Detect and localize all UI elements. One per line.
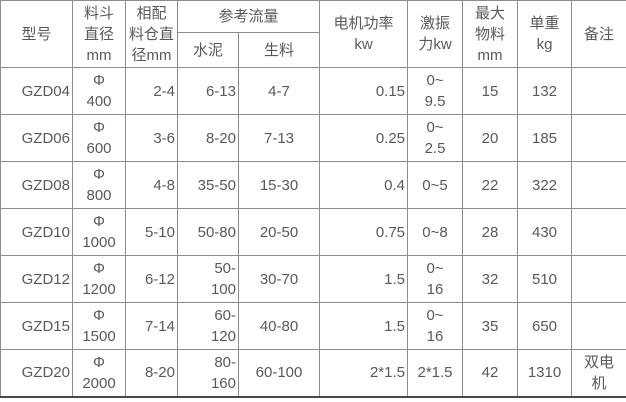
cell-excitation-force: 0~ 16 (407, 302, 464, 350)
header-reference-flow: 参考流量 (176, 0, 321, 33)
cell-model: GZD04 (0, 67, 73, 115)
cell-unit-weight: 322 (517, 161, 573, 209)
cell-unit-weight: 430 (517, 208, 573, 256)
cell-model: GZD20 (0, 349, 73, 397)
table-row: GZD08 Φ 800 4-8 35-50 15-30 0.4 0~5 22 3… (0, 161, 626, 209)
cell-flow-cement: 60- 120 (177, 302, 239, 350)
cell-motor-power: 1.5 (319, 255, 409, 303)
table-row: GZD20 Φ 2000 8-20 80- 160 60-100 2*1.5 2… (0, 349, 626, 397)
cell-silo-diameter: 2-4 (125, 67, 178, 115)
header-row-1: 型号 料斗 直径 mm 相配 料仓直 径mm 参考流量 电机功率 kw 激振 力… (0, 0, 626, 68)
cell-hopper-diameter: Φ 600 (72, 114, 126, 162)
header-hopper-diameter: 料斗 直径 mm (72, 0, 126, 68)
cell-flow-raw: 4-7 (237, 67, 321, 115)
cell-hopper-diameter: Φ 800 (72, 161, 126, 209)
cell-model: GZD10 (0, 208, 73, 256)
cell-excitation-force: 0~5 (407, 161, 464, 209)
cell-excitation-force: 0~8 (407, 208, 464, 256)
cell-motor-power: 0.25 (319, 114, 409, 162)
cell-excitation-force: 2*1.5 (407, 349, 464, 397)
cell-model: GZD12 (0, 255, 73, 303)
cell-max-material: 32 (462, 255, 519, 303)
header-cement: 水泥 (177, 32, 239, 68)
cell-model: GZD08 (0, 161, 73, 209)
cell-motor-power: 0.75 (319, 208, 409, 256)
header-raw-material: 生料 (237, 32, 321, 68)
cell-flow-cement: 50- 100 (177, 255, 239, 303)
cell-silo-diameter: 6-12 (125, 255, 178, 303)
cell-flow-raw: 30-70 (237, 255, 321, 303)
cell-hopper-diameter: Φ 400 (72, 67, 126, 115)
table-row: GZD10 Φ 1000 5-10 50-80 20-50 0.75 0~8 2… (0, 208, 626, 256)
cell-flow-raw: 40-80 (237, 302, 321, 350)
cell-remark (571, 302, 626, 350)
cell-max-material: 15 (462, 67, 519, 115)
cell-unit-weight: 650 (517, 302, 573, 350)
cell-max-material: 22 (462, 161, 519, 209)
header-row-2: 水泥 生料 (1, 32, 626, 68)
cell-flow-raw: 60-100 (237, 349, 321, 397)
cell-hopper-diameter: Φ 1000 (72, 208, 126, 256)
table-row: GZD04 Φ 400 2-4 6-13 4-7 0.15 0~ 9.5 15 … (0, 67, 626, 115)
cell-model: GZD15 (0, 302, 73, 350)
cell-motor-power: 2*1.5 (319, 349, 409, 397)
cell-max-material: 20 (462, 114, 519, 162)
cell-remark (571, 255, 626, 303)
cell-max-material: 42 (462, 349, 519, 397)
cell-remark (571, 161, 626, 209)
cell-remark (571, 67, 626, 115)
cell-silo-diameter: 3-6 (125, 114, 178, 162)
table-row: GZD15 Φ 1500 7-14 60- 120 40-80 1.5 0~ 1… (0, 302, 626, 350)
cell-unit-weight: 185 (517, 114, 573, 162)
cell-remark (571, 114, 626, 162)
cell-max-material: 35 (462, 302, 519, 350)
cell-flow-cement: 35-50 (177, 161, 239, 209)
cell-unit-weight: 510 (517, 255, 573, 303)
header-unit-weight: 单重 kg (517, 0, 573, 68)
cell-silo-diameter: 4-8 (125, 161, 178, 209)
cell-flow-cement: 80- 160 (177, 349, 239, 397)
cell-unit-weight: 1310 (517, 349, 573, 397)
cell-flow-cement: 6-13 (177, 67, 239, 115)
cell-excitation-force: 0~ 16 (407, 255, 464, 303)
header-excitation-force: 激振 力kw (407, 0, 464, 68)
cell-remark: 双电 机 (571, 349, 626, 397)
header-remark: 备注 (571, 0, 626, 68)
header-motor-power: 电机功率 kw (319, 0, 409, 68)
cell-silo-diameter: 8-20 (125, 349, 178, 397)
header-model: 型号 (0, 0, 73, 68)
cell-flow-raw: 15-30 (237, 161, 321, 209)
cell-silo-diameter: 7-14 (125, 302, 178, 350)
cell-model: GZD06 (0, 114, 73, 162)
cell-remark (571, 208, 626, 256)
header-max-material: 最大 物料 mm (462, 0, 519, 68)
cell-hopper-diameter: Φ 1200 (72, 255, 126, 303)
cell-flow-raw: 20-50 (237, 208, 321, 256)
cell-excitation-force: 0~ 9.5 (407, 67, 464, 115)
table-row: GZD06 Φ 600 3-6 8-20 7-13 0.25 0~ 2.5 20… (0, 114, 626, 162)
cell-flow-raw: 7-13 (237, 114, 321, 162)
cell-silo-diameter: 5-10 (125, 208, 178, 256)
cell-motor-power: 0.15 (319, 67, 409, 115)
cell-hopper-diameter: Φ 2000 (72, 349, 126, 397)
cell-excitation-force: 0~ 2.5 (407, 114, 464, 162)
cell-motor-power: 0.4 (319, 161, 409, 209)
header-silo-diameter: 相配 料仓直 径mm (125, 0, 178, 68)
cell-flow-cement: 50-80 (177, 208, 239, 256)
cell-motor-power: 1.5 (319, 302, 409, 350)
cell-unit-weight: 132 (517, 67, 573, 115)
table-row: GZD12 Φ 1200 6-12 50- 100 30-70 1.5 0~ 1… (0, 255, 626, 303)
cell-max-material: 28 (462, 208, 519, 256)
cell-hopper-diameter: Φ 1500 (72, 302, 126, 350)
cell-flow-cement: 8-20 (177, 114, 239, 162)
